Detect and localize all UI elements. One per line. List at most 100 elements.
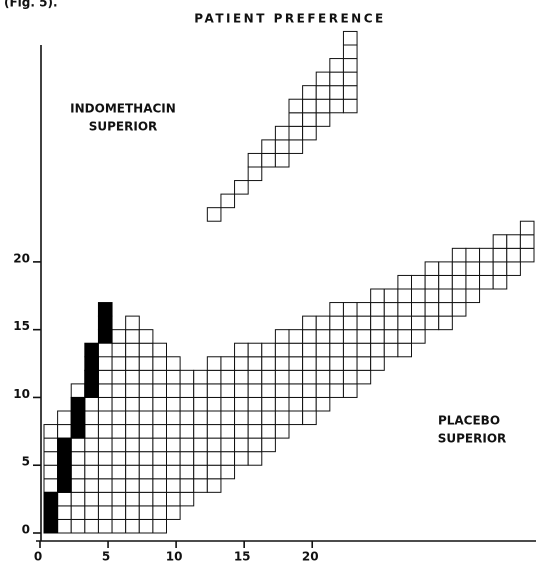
grid-cell xyxy=(356,315,372,331)
grid-cell xyxy=(84,451,99,466)
grid-cell xyxy=(274,125,290,141)
path-cell xyxy=(70,396,86,412)
grid-cell xyxy=(152,410,167,426)
grid-cell xyxy=(261,139,276,154)
grid-cell xyxy=(97,451,113,466)
grid-cell xyxy=(179,410,195,426)
grid-cell xyxy=(152,491,167,507)
grid-cell xyxy=(451,274,467,290)
grid-cell xyxy=(152,437,167,453)
grid-cell xyxy=(302,98,317,114)
grid-cell xyxy=(166,356,181,371)
grid-cell xyxy=(206,451,222,466)
grid-cell xyxy=(166,410,181,426)
grid-cell xyxy=(125,491,140,507)
grid-cell xyxy=(125,464,140,480)
grid-cell xyxy=(138,369,154,385)
grid-cell xyxy=(302,369,317,385)
grid-cell xyxy=(84,424,99,439)
grid-cell xyxy=(57,518,72,534)
grid-cell xyxy=(220,383,236,398)
grid-cell xyxy=(138,383,154,398)
grid-cell xyxy=(206,207,222,222)
grid-cell xyxy=(234,451,249,466)
grid-cell xyxy=(492,234,508,249)
chart-title: PATIENT PREFERENCE xyxy=(194,12,385,26)
grid-cell xyxy=(220,410,236,426)
grid-cell xyxy=(465,247,481,263)
grid-cell xyxy=(206,464,222,480)
grid-cell xyxy=(288,369,304,385)
grid-cell xyxy=(438,315,453,331)
grid-cell xyxy=(193,396,208,412)
grid-cell xyxy=(397,302,412,317)
grid-cell xyxy=(70,464,86,480)
grid-cell xyxy=(125,518,140,534)
path-cell xyxy=(70,410,86,426)
grid-cell xyxy=(465,288,481,304)
grid-cell xyxy=(70,518,86,534)
grid-cell xyxy=(302,112,317,127)
grid-cell xyxy=(97,369,113,385)
grid-cell xyxy=(506,234,521,249)
grid-cell xyxy=(329,356,344,371)
grid-cell xyxy=(342,383,358,398)
grid-cell xyxy=(329,98,344,114)
grid-cell xyxy=(234,424,249,439)
grid-cell xyxy=(138,505,154,520)
grid-cell xyxy=(220,464,236,480)
path-cell xyxy=(97,329,113,344)
caption: (Fig. 5). xyxy=(4,0,58,10)
grid-cell xyxy=(152,451,167,466)
grid-cell xyxy=(111,464,127,480)
grid-cell xyxy=(111,518,127,534)
grid-cell xyxy=(247,396,263,412)
grid-cell xyxy=(370,302,385,317)
grid-cell xyxy=(111,491,127,507)
grid-cell xyxy=(383,329,399,344)
grid-cell xyxy=(43,451,59,466)
grid-cell xyxy=(125,478,140,493)
grid-cell xyxy=(288,329,304,344)
x-tick-label: 10 xyxy=(166,550,183,564)
grid-cell xyxy=(315,383,331,398)
grid-cell xyxy=(342,369,358,385)
grid-cell xyxy=(329,383,344,398)
grid-cell xyxy=(329,342,344,358)
grid-cell xyxy=(138,464,154,480)
grid-cell xyxy=(411,302,426,317)
grid-cell xyxy=(125,396,140,412)
grid-cell xyxy=(193,437,208,453)
grid-cell xyxy=(84,478,99,493)
grid-cell xyxy=(247,166,263,182)
grid-cell xyxy=(70,505,86,520)
y-tick-label: 0 xyxy=(22,523,30,537)
grid-cell xyxy=(84,505,99,520)
grid-cell xyxy=(125,329,140,344)
grid-cell xyxy=(84,437,99,453)
grid-cell xyxy=(506,261,521,276)
path-cell xyxy=(84,383,99,398)
grid-cell xyxy=(193,424,208,439)
grid-cell xyxy=(315,112,331,127)
grid-cell xyxy=(97,410,113,426)
x-tick-label: 20 xyxy=(302,550,319,564)
grid-cell xyxy=(274,152,290,168)
grid-cell xyxy=(193,369,208,385)
grid-cell xyxy=(247,369,263,385)
grid-cell xyxy=(397,342,412,358)
grid-cell xyxy=(152,369,167,385)
grid-cell xyxy=(111,410,127,426)
grid-cell xyxy=(302,383,317,398)
x-tick-label: 5 xyxy=(102,550,110,564)
grid-cell xyxy=(288,125,304,141)
grid-cell xyxy=(179,464,195,480)
grid-cell xyxy=(451,288,467,304)
grid-cell xyxy=(424,261,440,276)
path-cell xyxy=(43,491,59,507)
grid-cell xyxy=(125,315,140,331)
path-cell xyxy=(84,342,99,358)
grid-cell xyxy=(356,342,372,358)
grid-cell xyxy=(111,437,127,453)
grid-cell xyxy=(70,478,86,493)
